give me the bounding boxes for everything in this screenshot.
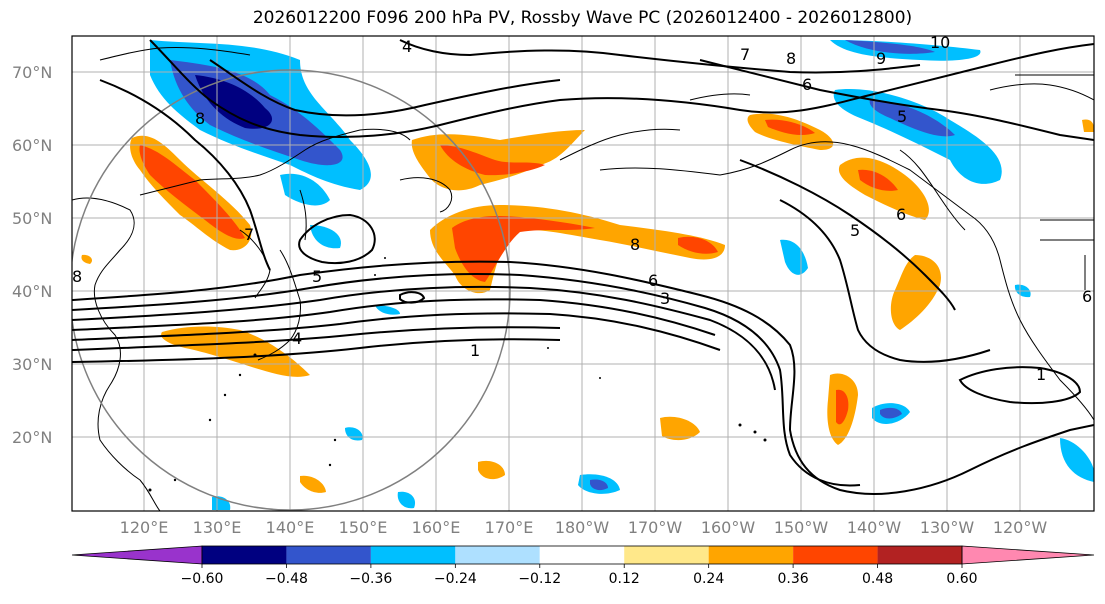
longitude-labels: 120°E 130°E 140°E 150°E 160°E 170°E 180°… <box>120 518 1048 537</box>
latitude-labels: 70°N 60°N 50°N 40°N 30°N 20°N <box>12 63 52 447</box>
lat-label: 50°N <box>12 209 52 228</box>
contour-label: 6 <box>802 75 812 94</box>
lat-label: 20°N <box>12 428 52 447</box>
colorbar-tick-label: −0.36 <box>349 571 392 587</box>
colorbar-segment <box>202 546 287 564</box>
colorbar-extend-max <box>961 545 1095 565</box>
contour-labels: 4 7 8 6 5 9 10 8 6 5 6 8 3 1 7 4 5 1 8 6 <box>72 33 1092 384</box>
colorbar: −0.60 −0.48 −0.36 −0.24 −0.12 0.12 0.24 0.36 0.4… <box>71 545 1095 587</box>
map-frame <box>71 35 1095 512</box>
colorbar-extend-min <box>71 545 203 565</box>
colorbar-tick-label: −0.12 <box>518 571 561 587</box>
lon-label: 160°W <box>701 518 756 537</box>
contour-label: 8 <box>786 49 796 68</box>
lat-label: 60°N <box>12 136 52 155</box>
contour-label: 10 <box>930 33 950 52</box>
lon-label: 170°W <box>628 518 683 537</box>
contour-label: 6 <box>648 271 658 290</box>
colorbar-segment <box>370 546 456 564</box>
colorbar-segment <box>286 546 371 564</box>
colorbar-tick-label: −0.60 <box>181 571 224 587</box>
colorbar-segment <box>624 546 709 564</box>
contour-label: 8 <box>195 109 205 128</box>
colorbar-tick-label: −0.48 <box>265 571 308 587</box>
chart-title: 2026012200 F096 200 hPa PV, Rossby Wave … <box>252 8 913 28</box>
lon-label: 150°W <box>774 518 829 537</box>
colorbar-tick-label: −0.24 <box>434 571 477 587</box>
colorbar-segment <box>793 546 878 564</box>
lon-label: 140°E <box>266 518 315 537</box>
lon-label: 120°E <box>120 518 169 537</box>
colorbar-tick-label: 0.36 <box>778 571 809 587</box>
colorbar-segment <box>539 546 625 564</box>
lon-label: 180°W <box>555 518 610 537</box>
contour-label: 5 <box>850 221 860 240</box>
contour-label: 7 <box>244 225 254 244</box>
colorbar-segment <box>455 546 540 564</box>
reference-circle <box>72 69 511 511</box>
contour-label: 8 <box>72 267 82 286</box>
lon-label: 160°E <box>412 518 461 537</box>
lon-label: 130°E <box>193 518 242 537</box>
lon-label: 130°W <box>920 518 975 537</box>
colorbar-segment <box>877 546 962 564</box>
contour-label: 3 <box>660 289 670 308</box>
contour-label: 8 <box>630 235 640 254</box>
colorbar-tick-label: 0.24 <box>693 571 724 587</box>
contour-label: 4 <box>402 37 412 56</box>
lat-label: 30°N <box>12 355 52 374</box>
contour-label: 5 <box>312 267 322 286</box>
contour-label: 7 <box>740 45 750 64</box>
colorbar-outline <box>201 545 963 565</box>
lon-label: 140°W <box>847 518 902 537</box>
colorbar-tick-label: 0.60 <box>946 571 977 587</box>
contour-label: 6 <box>896 205 906 224</box>
contour-label: 1 <box>470 341 480 360</box>
lon-label: 170°E <box>485 518 534 537</box>
colorbar-segment <box>708 546 794 564</box>
lat-label: 40°N <box>12 282 52 301</box>
contour-label: 1 <box>1036 365 1046 384</box>
colorbar-tick-label: 0.48 <box>862 571 893 587</box>
contour-label: 4 <box>292 329 302 348</box>
lon-label: 150°E <box>339 518 388 537</box>
contour-label: 6 <box>1082 287 1092 306</box>
contour-label: 9 <box>876 49 886 68</box>
pv-contours <box>72 39 1094 495</box>
colorbar-tick-label: 0.12 <box>609 571 640 587</box>
negative-anomaly-shading <box>150 40 1094 510</box>
graticule <box>72 36 1094 511</box>
contour-label: 5 <box>897 107 907 126</box>
lon-label: 120°W <box>993 518 1048 537</box>
lat-label: 70°N <box>12 63 52 82</box>
